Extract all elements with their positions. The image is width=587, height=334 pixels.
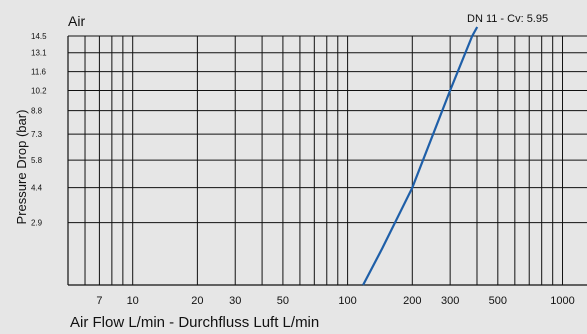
x-tick-label: 500 (489, 295, 507, 307)
x-tick-label: 30 (229, 295, 241, 307)
y-tick-label: 10.2 (31, 86, 47, 95)
tick-labels: 14.5 13.1 11.6 10.2 8.8 7.3 5.8 4.4 2.9 7 10 20 30 50… (31, 32, 575, 307)
chart-title: Air (68, 13, 85, 29)
x-tick-label: 50 (277, 295, 289, 307)
grid (67, 35, 587, 286)
x-tick-label: 10 (127, 295, 139, 307)
x-axis-label: Air Flow L/min - Durchfluss Luft L/min (70, 314, 319, 331)
y-tick-label: 11.6 (31, 68, 47, 77)
x-tick-label: 200 (403, 295, 421, 307)
y-tick-label: 8.8 (31, 107, 43, 116)
y-tick-label: 5.8 (31, 156, 43, 165)
y-tick-label: 7.3 (31, 130, 43, 139)
y-tick-label: 13.1 (31, 49, 47, 58)
series-layer (362, 26, 479, 286)
series-line (362, 35, 474, 286)
y-tick-label: 4.4 (31, 184, 43, 193)
series-annotation: DN 11 - Cv: 5.95 (467, 13, 548, 25)
x-tick-label: 1000 (550, 295, 574, 307)
x-tick-label: 300 (441, 295, 459, 307)
y-axis-label: Pressure Drop (bar) (14, 110, 29, 225)
x-tick-label: 100 (338, 295, 356, 307)
y-tick-label: 14.5 (31, 32, 47, 41)
x-tick-label: 20 (191, 295, 203, 307)
y-tick-label: 2.9 (31, 219, 43, 228)
series-line-extension (471, 26, 479, 37)
x-tick-label: 7 (96, 295, 102, 307)
